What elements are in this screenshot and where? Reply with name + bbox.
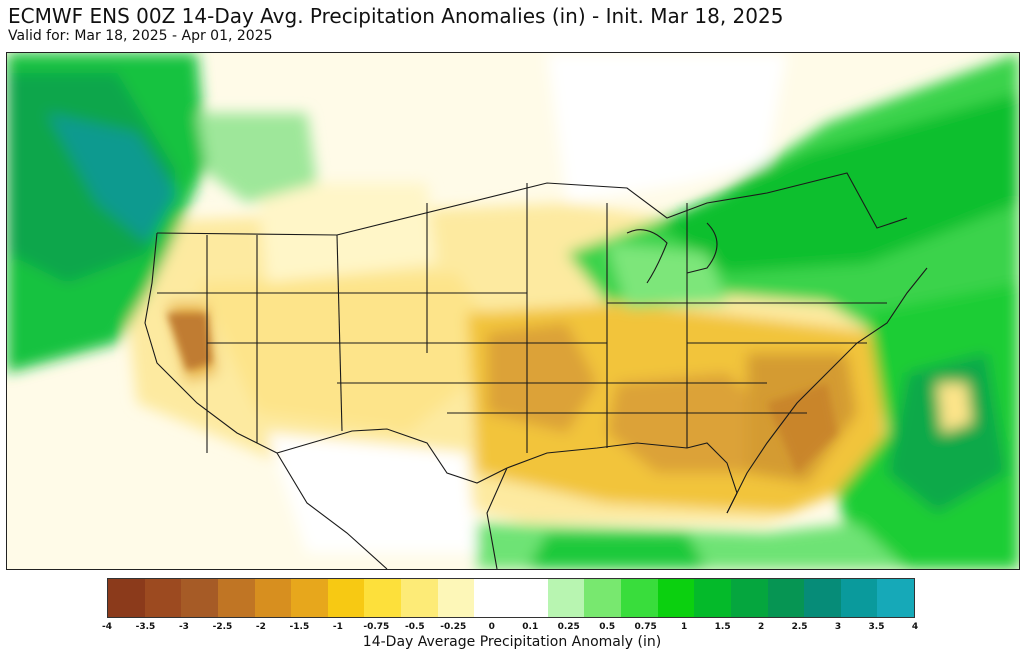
colorbar-bin (620, 579, 658, 617)
colorbar-bin (327, 579, 365, 617)
colorbar-tick-label: -0.75 (363, 622, 390, 632)
valid-period: Valid for: Mar 18, 2025 - Apr 01, 2025 (8, 28, 273, 44)
colorbar-bin (291, 579, 328, 617)
colorbar-tick-label: 1.5 (714, 622, 731, 632)
colorbar-tick-label: -0.5 (404, 622, 425, 632)
colorbar-bin (657, 579, 695, 617)
colorbar-bin (437, 579, 475, 617)
colorbar-bin (511, 579, 548, 617)
colorbar-tick-label: 1 (681, 622, 688, 632)
map-title: ECMWF ENS 00Z 14-Day Avg. Precipitation … (8, 4, 784, 28)
colorbar (107, 578, 915, 618)
precipitation-anomaly-map (6, 52, 1020, 570)
colorbar-tick-label: 2.5 (791, 622, 808, 632)
colorbar-tick-label: -3.5 (135, 622, 156, 632)
boundary-lines (144, 172, 928, 569)
colorbar-tick-label: 0.25 (557, 622, 580, 632)
colorbar-bin (730, 579, 768, 617)
colorbar-bin (401, 579, 438, 617)
colorbar-tick-label: -0.25 (440, 622, 467, 632)
colorbar-tick-label: 0.75 (634, 622, 657, 632)
colorbar-tick-label: 4 (911, 622, 919, 632)
colorbar-tick-label: 3 (834, 622, 842, 632)
colorbar-bin (584, 579, 621, 617)
colorbar-tick-label: -3 (178, 622, 189, 632)
colorbar-bin (547, 579, 585, 617)
colorbar-tick-label: 0 (488, 622, 495, 632)
colorbar-tick-label: 3.5 (868, 622, 885, 632)
colorbar-bin (108, 579, 145, 617)
colorbar-label: 14-Day Average Precipitation Anomaly (in… (362, 634, 662, 650)
colorbar-tick-label: 0.5 (599, 622, 616, 632)
colorbar-bin (364, 579, 402, 617)
colorbar-tick-label: -1 (332, 622, 343, 632)
colorbar-tick-label: 2 (757, 622, 765, 632)
colorbar-bin (877, 579, 915, 617)
colorbar-bin (144, 579, 182, 617)
map-canvas (7, 53, 1019, 569)
colorbar-bin (804, 579, 841, 617)
colorbar-bin (840, 579, 878, 617)
colorbar-bin (254, 579, 292, 617)
colorbar-tick-label: -2 (255, 622, 266, 632)
colorbar-ticks: -4 -3.5 -3 -2.5 -2 -1.5 -1 -0.75 -0.5 -0.25 0 0.1 0.… (102, 622, 919, 636)
colorbar-tick-label: -1.5 (289, 622, 310, 632)
colorbar-tick-label: 0.1 (522, 622, 539, 632)
colorbar-bin (217, 579, 255, 617)
colorbar-bin (181, 579, 218, 617)
colorbar-tick-label: -2.5 (212, 622, 233, 632)
colorbar-bin (767, 579, 805, 617)
colorbar-tick-label: -4 (102, 622, 112, 632)
colorbar-bin (694, 579, 731, 617)
colorbar-bin (474, 579, 512, 617)
